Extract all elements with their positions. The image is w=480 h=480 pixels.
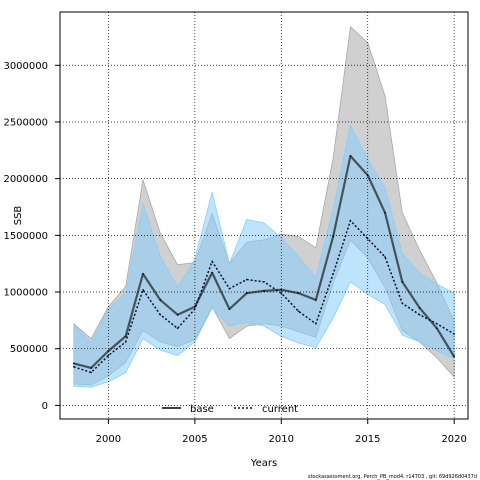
series-lines [73, 154, 456, 374]
x-tick-label-2020: 2020 [441, 434, 466, 445]
point-base-2007 [228, 308, 231, 310]
plot-frame [59, 11, 469, 420]
y-axis: 0 500000 1000000 1500000 2000000 2500000 30000… [3, 61, 60, 412]
point-current-2004 [176, 327, 179, 330]
point-current-2016 [384, 256, 386, 258]
point-base-2018 [418, 307, 421, 309]
point-base-2000 [107, 350, 110, 352]
point-current-2018 [418, 313, 421, 316]
point-current-2017 [401, 302, 404, 305]
confidence-bands [73, 25, 455, 388]
point-current-2009 [263, 281, 265, 283]
point-base-2011 [297, 292, 300, 294]
point-base-2017 [401, 281, 404, 283]
point-base-2019 [436, 327, 438, 330]
point-current-2015 [366, 237, 369, 240]
point-current-2000 [107, 354, 110, 357]
point-base-2006 [211, 271, 213, 274]
y-tick-label-2000000: 2000000 [3, 174, 48, 185]
point-current-2014 [349, 219, 352, 222]
point-current-1998 [73, 366, 75, 368]
y-axis-label: SSB [13, 206, 24, 226]
x-tick-label-2010: 2010 [269, 434, 294, 445]
point-current-2006 [211, 260, 213, 263]
point-current-2010 [280, 292, 283, 294]
x-tick-label-2005: 2005 [182, 434, 207, 445]
point-current-2011 [297, 310, 300, 313]
point-current-2008 [245, 278, 248, 281]
point-current-2020 [453, 333, 455, 335]
y-tick-label-0: 0 [42, 401, 48, 412]
x-tick-label-2015: 2015 [355, 434, 380, 445]
point-current-2005 [194, 308, 196, 310]
point-base-2003 [159, 299, 162, 301]
point-current-2013 [332, 273, 334, 275]
footer-note: stockassessment.org, Perch_PB_mod4, r147… [308, 474, 477, 480]
point-base-2016 [384, 211, 386, 214]
point-current-2001 [124, 341, 127, 343]
point-current-2002 [142, 288, 144, 291]
y-tick-label-2500000: 2500000 [3, 117, 48, 128]
point-base-2013 [332, 235, 334, 238]
point-base-2008 [245, 292, 248, 294]
point-current-1999 [90, 371, 92, 374]
x-axis-label: Years [250, 458, 277, 469]
y-tick-label-500000: 500000 [10, 344, 48, 355]
point-base-2001 [124, 335, 127, 338]
x-axis: 2000 2005 2010 2015 2020 [96, 419, 467, 445]
x-tick-label-2000: 2000 [96, 434, 121, 445]
point-current-2007 [228, 287, 231, 290]
point-current-2003 [159, 313, 162, 316]
point-base-2014 [349, 155, 352, 157]
point-base-2004 [176, 313, 179, 316]
y-tick-label-1000000: 1000000 [3, 288, 48, 299]
point-base-2009 [263, 290, 265, 292]
legend: base current [162, 404, 298, 415]
point-base-2015 [366, 174, 369, 177]
y-tick-label-1500000: 1500000 [3, 231, 48, 242]
point-current-2012 [315, 322, 317, 325]
point-base-2010 [280, 288, 283, 291]
y-tick-label-3000000: 3000000 [3, 61, 48, 72]
point-base-1998 [73, 362, 75, 365]
point-base-2012 [315, 299, 317, 301]
point-base-2020 [453, 355, 455, 358]
point-current-2019 [436, 322, 438, 325]
point-base-2002 [142, 273, 144, 275]
point-base-1999 [90, 367, 92, 369]
legend-label-base: base [190, 404, 214, 415]
legend-label-current: current [262, 404, 298, 415]
